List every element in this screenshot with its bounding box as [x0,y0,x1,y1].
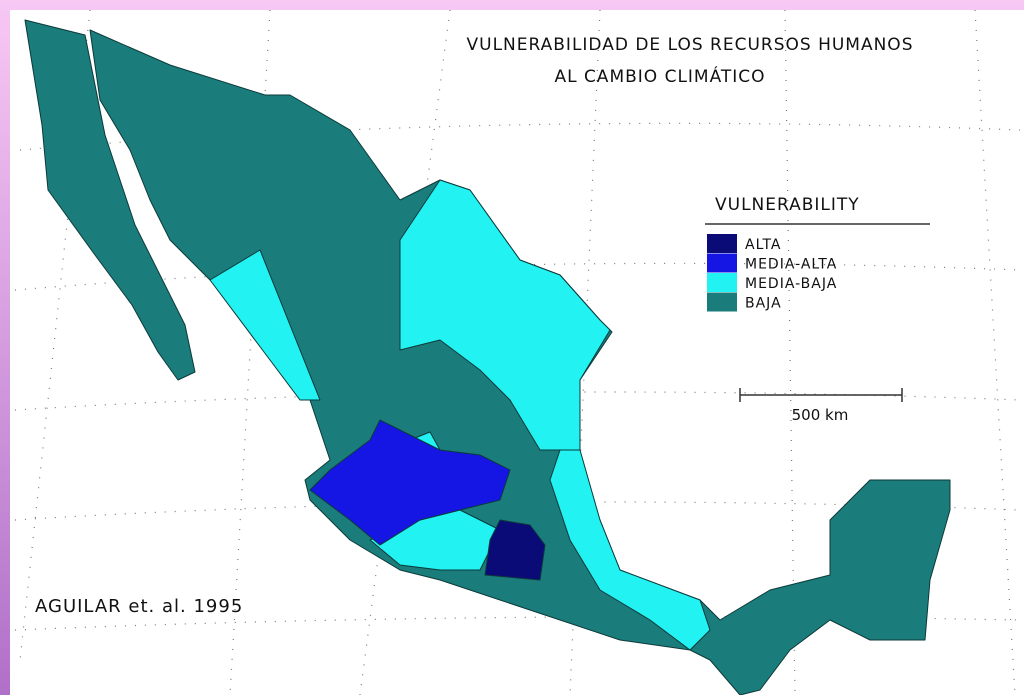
jalisco-guanajuato [309,419,511,546]
legend-swatch [707,234,737,253]
graticule [14,9,1021,696]
puebla [484,519,546,581]
veracruz [549,449,711,651]
legend-label: MEDIA-ALTA [745,257,837,273]
legend: ALTA MEDIA-ALTA MEDIA-BAJA BAJA [707,234,837,312]
scale-label: 500 km [792,406,849,424]
sinaloa [209,249,321,401]
title-line: AL CAMBIO CLIMÁTICO [554,65,765,87]
baja-peninsula [24,19,196,381]
legend-swatch [707,253,737,273]
legend-swatch [707,273,737,292]
legend-title: VULNERABILITY [715,195,860,215]
northeast [399,179,611,451]
title-line: VULNERABILIDAD DE LOS RECURSOS HUMANOS [467,35,914,55]
legend-label: MEDIA-BAJA [745,276,837,292]
legend-label: ALTA [745,237,782,253]
legend-swatch [707,292,737,312]
legend-label: BAJA [745,296,782,312]
states [24,19,951,696]
credit: AGUILAR et. al. 1995 [35,596,243,617]
